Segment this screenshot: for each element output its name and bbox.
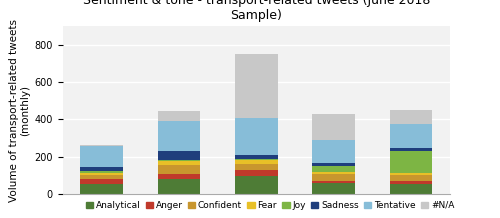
- Bar: [80, 184, 122, 194]
- Y-axis label: Volume of transport-related tweets
(monthly): Volume of transport-related tweets (mont…: [8, 19, 30, 202]
- Bar: [235, 155, 278, 158]
- Bar: [158, 121, 200, 151]
- Bar: [80, 175, 122, 179]
- Bar: [158, 151, 200, 160]
- Bar: [80, 171, 122, 173]
- Bar: [235, 158, 278, 160]
- Bar: [312, 163, 355, 166]
- Bar: [158, 111, 200, 121]
- Bar: [312, 183, 355, 194]
- Bar: [80, 146, 122, 167]
- Bar: [312, 114, 355, 140]
- Bar: [80, 179, 122, 184]
- Bar: [158, 160, 200, 161]
- Bar: [235, 170, 278, 176]
- Bar: [390, 173, 432, 175]
- Bar: [158, 161, 200, 165]
- Bar: [390, 175, 432, 181]
- Bar: [80, 167, 122, 171]
- Bar: [235, 164, 278, 170]
- Legend: Analytical, Anger, Confident, Fear, Joy, Sadness, Tentative, #N/A: Analytical, Anger, Confident, Fear, Joy,…: [82, 197, 458, 213]
- Bar: [390, 181, 432, 184]
- Bar: [390, 124, 432, 148]
- Bar: [390, 148, 432, 151]
- Bar: [80, 173, 122, 175]
- Bar: [158, 174, 200, 179]
- Bar: [235, 160, 278, 164]
- Bar: [235, 118, 278, 155]
- Bar: [312, 172, 355, 174]
- Title: Sentiment & tone - transport-related tweets (June 2018
Sample): Sentiment & tone - transport-related twe…: [82, 0, 430, 22]
- Bar: [235, 54, 278, 118]
- Bar: [235, 176, 278, 194]
- Bar: [158, 165, 200, 174]
- Bar: [312, 174, 355, 181]
- Bar: [158, 179, 200, 194]
- Bar: [312, 140, 355, 163]
- Bar: [80, 145, 122, 146]
- Bar: [312, 181, 355, 183]
- Bar: [390, 110, 432, 124]
- Bar: [312, 166, 355, 172]
- Bar: [390, 184, 432, 194]
- Bar: [390, 151, 432, 173]
